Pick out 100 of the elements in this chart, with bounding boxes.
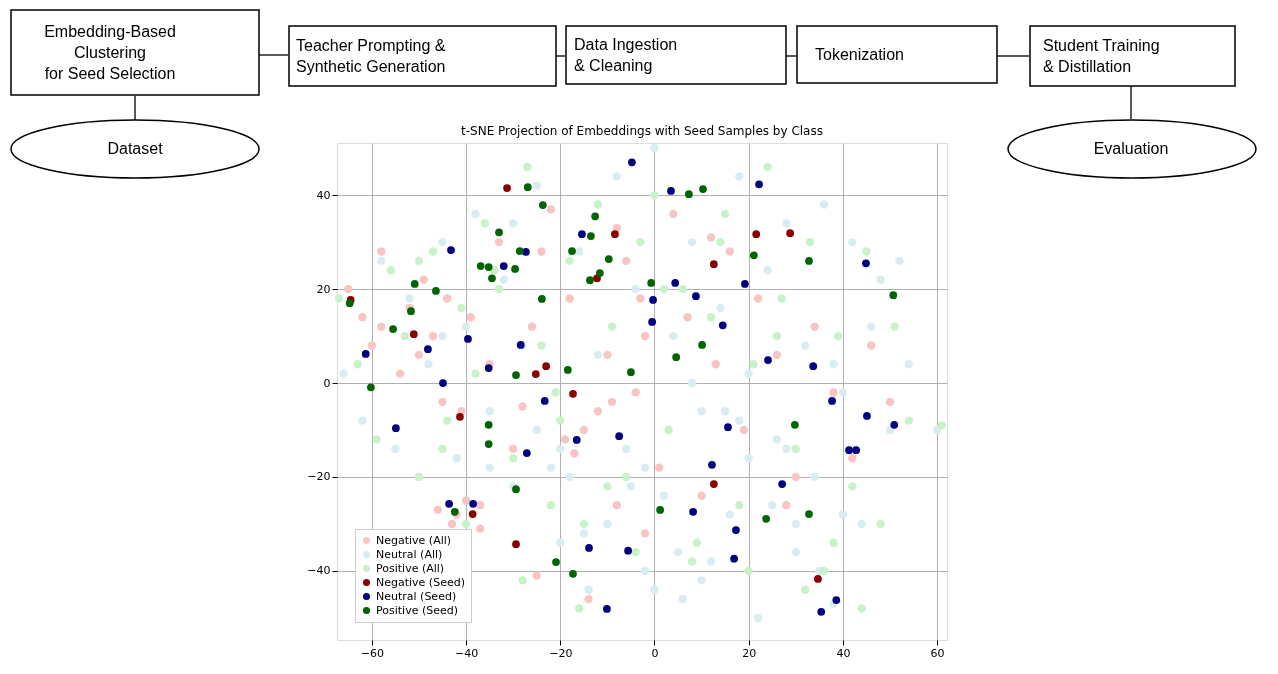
- point: [611, 230, 619, 238]
- point: [574, 604, 584, 613]
- point: [438, 444, 447, 453]
- x-tick-label: −60: [360, 646, 384, 660]
- point: [622, 256, 631, 266]
- point: [494, 284, 504, 294]
- point: [724, 423, 732, 432]
- point: [578, 230, 586, 238]
- text: Tokenization: [815, 45, 904, 63]
- point: [438, 397, 447, 407]
- point: [627, 368, 635, 377]
- point: [523, 183, 532, 192]
- point: [772, 350, 782, 360]
- y-tick-label: −20: [307, 470, 331, 484]
- y-tick-label: 0: [323, 376, 331, 390]
- point: [540, 397, 549, 405]
- point: [750, 251, 758, 260]
- point: [537, 341, 546, 350]
- point: [814, 575, 822, 583]
- point: [671, 279, 680, 287]
- point: [664, 425, 673, 435]
- point: [764, 356, 772, 364]
- point: [636, 294, 645, 303]
- point: [377, 322, 386, 331]
- point: [647, 279, 656, 287]
- point: [400, 331, 410, 341]
- point: [407, 307, 415, 316]
- point: [372, 435, 381, 444]
- point: [386, 266, 395, 275]
- point: [447, 246, 455, 254]
- point: [584, 594, 593, 604]
- legend-label: Neutral (Seed): [376, 589, 457, 603]
- text: Embedding-Based Clustering for Seed Selection: [44, 22, 176, 82]
- point: [801, 585, 810, 594]
- point: [791, 444, 800, 453]
- point: [468, 510, 477, 518]
- point: [845, 446, 853, 455]
- point: [687, 557, 697, 566]
- point: [345, 299, 354, 308]
- point: [579, 519, 589, 529]
- point: [461, 519, 471, 529]
- point: [692, 292, 700, 301]
- point: [603, 482, 612, 491]
- point: [810, 322, 819, 331]
- point: [537, 247, 546, 256]
- text: Evaluation: [1093, 140, 1169, 157]
- point: [568, 247, 576, 255]
- point: [730, 554, 738, 563]
- point: [367, 383, 375, 392]
- point: [551, 388, 560, 397]
- point: [656, 506, 665, 514]
- point: [603, 605, 611, 613]
- point: [523, 162, 532, 172]
- point: [708, 460, 716, 469]
- legend-label: Positive (Seed): [376, 603, 458, 617]
- point: [669, 209, 678, 219]
- point: [752, 230, 761, 238]
- legend-label: Negative (Seed): [376, 575, 465, 589]
- point: [457, 303, 466, 313]
- point: [495, 228, 503, 237]
- point: [885, 397, 895, 407]
- point: [358, 313, 367, 322]
- legend-label: Negative (All): [376, 533, 452, 547]
- point: [655, 463, 664, 472]
- point: [805, 510, 813, 518]
- x-tick-label: 0: [651, 646, 659, 660]
- point: [414, 256, 424, 266]
- point: [508, 444, 518, 453]
- point: [622, 472, 631, 482]
- point: [593, 407, 603, 416]
- point: [546, 205, 556, 214]
- point: [636, 237, 645, 247]
- point: [631, 547, 640, 557]
- point: [469, 499, 477, 508]
- point: [819, 566, 829, 576]
- point: [432, 287, 440, 295]
- point: [739, 425, 749, 435]
- point: [456, 413, 464, 421]
- point: [640, 331, 650, 341]
- point: [538, 295, 546, 303]
- point: [494, 237, 504, 247]
- point: [749, 360, 758, 369]
- point: [778, 480, 787, 488]
- point: [678, 284, 687, 294]
- point: [698, 341, 706, 349]
- point: [741, 280, 749, 288]
- point: [471, 369, 480, 378]
- point: [508, 454, 518, 463]
- point: [777, 294, 786, 303]
- point: [518, 576, 527, 585]
- point: [848, 482, 857, 491]
- y-tick-label: 40: [316, 188, 331, 202]
- point: [689, 507, 697, 516]
- point: [711, 360, 720, 369]
- point: [890, 322, 899, 331]
- point: [732, 526, 740, 534]
- point: [484, 263, 493, 271]
- point: [699, 185, 707, 193]
- point: [834, 331, 843, 341]
- point: [706, 233, 716, 242]
